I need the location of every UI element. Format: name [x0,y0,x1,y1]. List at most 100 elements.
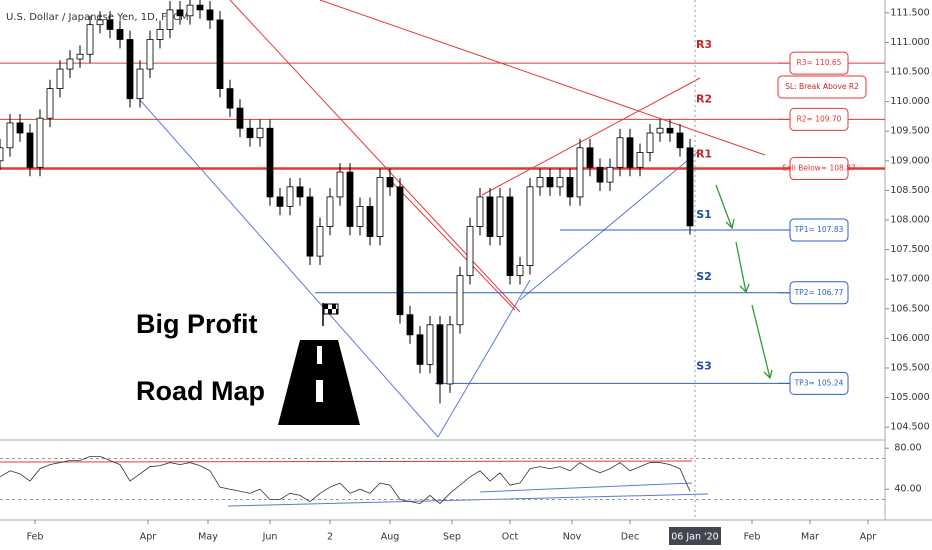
rsi-tick-label: 80.00 [894,443,921,454]
y-tick-label: 106.000 [890,333,929,344]
title-bg [0,8,172,28]
candle-body [236,107,244,129]
y-tick-label: 106.500 [890,303,929,314]
candle-body [656,127,664,134]
candle-body [256,127,264,139]
candle-body [6,122,14,149]
candle-body [676,132,684,149]
rsi-trendline [0,460,693,463]
level-label: TP3= 105.24 [794,378,844,387]
y-tick-label: 105.500 [890,362,929,373]
candle-body [296,186,304,198]
candle-body [206,9,214,21]
trendline [319,0,766,156]
candle-body [186,4,194,17]
candle-body [36,117,44,168]
candle-body [316,226,324,257]
candle-body [606,166,614,183]
y-tick-label: 111.000 [890,37,929,48]
candle-body [346,171,354,227]
candle-body [626,137,634,168]
candle-body [146,39,154,70]
candle-body [136,68,144,100]
level-label: R2= 109.70 [797,114,842,123]
y-tick-label: 109.000 [890,155,929,166]
candle-body [336,171,344,198]
candles [0,0,694,404]
flag-checks [324,304,338,314]
candle-body [176,9,184,17]
candle-body [536,176,544,188]
annotation: Big Profit [136,309,258,339]
candle-body [46,88,54,119]
annotation: Road Map [136,376,265,406]
candle-body [56,68,64,90]
rsi-trendline [227,493,709,507]
candle-body [216,19,224,90]
stop-label: SL: Break Above R2 [785,82,859,91]
y-tick-label: 108.500 [890,185,929,196]
candle-body [326,196,334,227]
candle-body [366,205,374,237]
level-name: R2 [696,92,712,105]
candle-body [596,166,604,183]
candle-body [86,24,94,55]
candle-body [356,205,364,227]
y-tick-label: 110.500 [890,67,929,78]
level-label: Sell Below= 108.87 [782,164,856,173]
level-label: R3= 110.65 [797,58,842,67]
candle-body [516,265,524,277]
candle-body [286,186,294,207]
road-icon [278,303,360,425]
rsi-trendline [479,482,693,493]
trendline [389,179,516,311]
level-label: TP2= 106.77 [794,288,844,297]
candle-body [416,334,424,365]
candle-body [156,29,164,40]
candle-body [196,4,204,11]
x-tick-label: Apr [860,532,877,543]
y-tick-label: 108.000 [890,215,929,226]
x-tick-label: Oct [502,532,519,543]
x-tick-label: Apr [140,532,157,543]
candle-body [76,53,84,60]
y-tick-label: 104.500 [890,422,929,433]
x-tick-label: Dec [621,532,639,543]
level-name: S2 [696,270,712,283]
candle-body [636,152,644,168]
candle-body [426,324,434,365]
candle-body [436,324,444,385]
rsi-tick-label: 40.00 [894,484,921,495]
x-tick-label: Aug [381,532,400,543]
y-tick-label: 105.000 [890,392,929,403]
level-name: S3 [696,359,712,372]
candle-body [546,176,554,188]
candle-body [246,127,254,139]
candle-body [266,127,274,198]
candle-body [126,39,134,100]
candle-body [446,324,454,385]
candle-body [116,29,124,40]
candle-body [166,9,174,30]
candle-body [556,176,564,188]
level-label: TP1= 107.83 [794,225,844,234]
candle-body [466,226,474,277]
candle-body [386,176,394,188]
x-tick-label: Feb [27,532,44,543]
level-name: R3 [696,38,712,51]
candle-body [96,19,104,26]
candle-body [486,196,494,237]
y-tick-label: 110.000 [890,96,929,107]
x-tick-label: Sep [443,532,461,543]
candle-body [666,127,674,134]
y-tick-label: 111.500 [890,7,929,18]
candle-body [406,314,414,336]
candle-body [576,147,584,198]
candle-body [66,58,74,70]
candle-body [686,147,694,227]
candle-body [476,196,484,227]
candle-body [0,147,4,162]
level-name: R1 [696,148,712,161]
